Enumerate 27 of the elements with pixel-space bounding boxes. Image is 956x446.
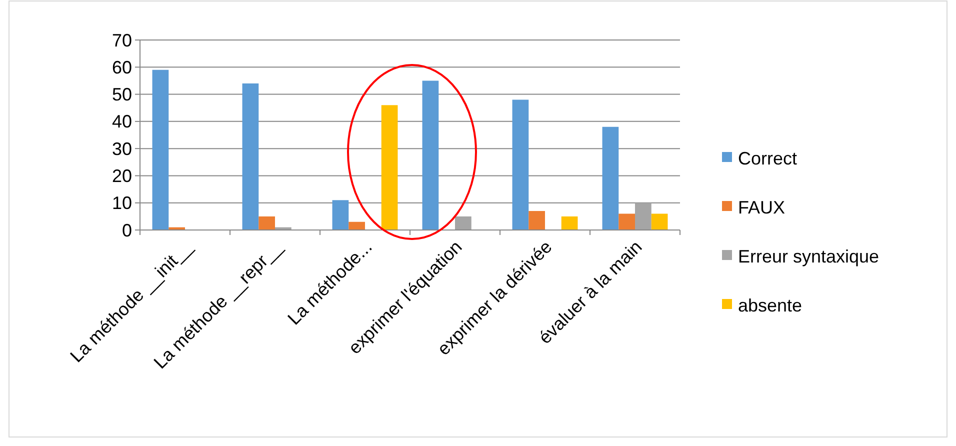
bar: [332, 200, 349, 230]
y-tick-label: 50: [112, 84, 132, 105]
y-tick-label: 0: [122, 220, 132, 240]
bar: [258, 216, 275, 230]
y-tick-label: 20: [112, 166, 132, 186]
y-tick-label: 30: [112, 138, 132, 159]
bar: [242, 83, 259, 230]
bar: [602, 126, 619, 230]
bar: [635, 202, 652, 230]
legend-label: Correct: [738, 148, 798, 168]
legend-label: FAUX: [738, 197, 786, 218]
y-tick-label: 70: [112, 30, 132, 50]
bar: [455, 216, 472, 230]
y-tick-label: 40: [112, 112, 132, 132]
y-tick-label: 60: [112, 57, 132, 78]
legend-label: Erreur syntaxique: [738, 246, 880, 266]
bar: [528, 211, 545, 230]
bar: [512, 100, 529, 230]
bar: [381, 105, 398, 230]
bar: [561, 216, 578, 230]
bar: [618, 214, 635, 230]
y-tick-label: 10: [112, 193, 132, 214]
legend-label: absente: [738, 295, 802, 316]
bar: [348, 222, 365, 230]
bar: [651, 214, 668, 230]
bar: [422, 80, 439, 230]
bar: [152, 70, 169, 230]
